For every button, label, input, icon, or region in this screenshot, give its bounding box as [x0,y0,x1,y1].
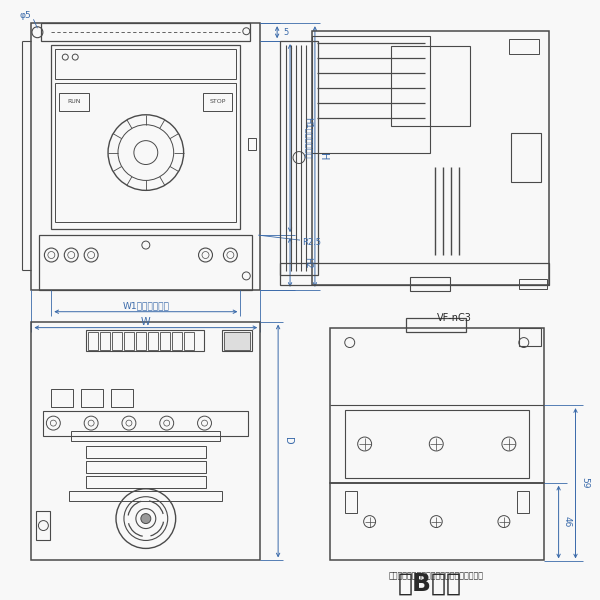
Bar [509,39,539,54]
Bar [52,389,73,407]
Text: φ5: φ5 [20,11,31,20]
Bar [71,431,220,441]
Text: RUN: RUN [67,100,81,104]
Bar [345,410,529,478]
Text: R2.5: R2.5 [302,238,321,247]
Bar [224,332,250,350]
Text: 5: 5 [283,28,289,37]
Circle shape [141,514,151,524]
Bar [391,46,470,126]
Bar [88,332,98,350]
Bar [31,23,260,290]
Bar [172,332,182,350]
Bar [86,476,206,488]
Bar [52,45,241,229]
Bar [124,332,134,350]
Bar [41,23,250,41]
Text: H: H [318,153,328,160]
Bar [69,491,223,500]
Bar [86,329,203,352]
Bar [312,36,430,152]
Bar [136,332,146,350]
Bar [111,389,133,407]
Bar [37,511,50,541]
Bar [59,93,89,111]
Text: H2: H2 [304,257,313,269]
Text: VF-nC3: VF-nC3 [437,313,472,323]
Text: W1（取付寸法）: W1（取付寸法） [122,301,169,310]
Bar [81,389,103,407]
Bar [160,332,170,350]
Bar [55,49,236,79]
Text: W: W [141,317,151,326]
Bar [280,41,318,275]
Text: 46: 46 [563,516,572,527]
Bar [330,483,544,560]
Bar [330,328,544,483]
Bar [112,332,122,350]
Text: STOP: STOP [209,100,226,104]
Bar [519,328,541,346]
Text: 59: 59 [580,477,589,488]
Text: ノイズカットプレート（オプション）注２）: ノイズカットプレート（オプション）注２） [389,572,484,581]
Bar [248,137,256,149]
Bar [86,461,206,473]
Bar [517,491,529,512]
Text: D: D [283,437,293,445]
Bar [43,411,248,436]
Text: H1（取付寸法）: H1（取付寸法） [304,117,313,158]
Bar [345,491,356,512]
Bar [203,93,232,111]
Bar [55,83,236,222]
Text: （B図）: （B図） [397,571,461,595]
Bar [312,31,548,285]
Bar [31,322,260,560]
Bar [406,317,466,332]
Bar [410,277,450,291]
Bar [511,133,541,182]
Bar [100,332,110,350]
Bar [519,279,547,289]
Bar [184,332,194,350]
Bar [86,446,206,458]
Bar [223,329,252,352]
Bar [280,263,548,285]
Bar [148,332,158,350]
Bar [40,235,252,290]
